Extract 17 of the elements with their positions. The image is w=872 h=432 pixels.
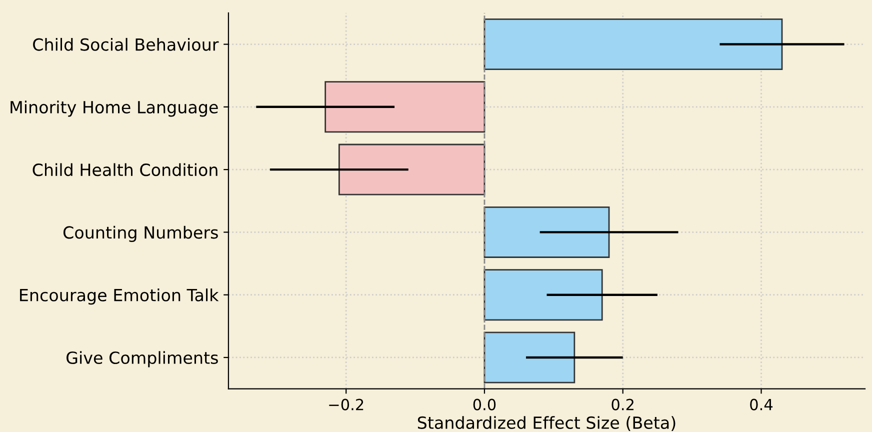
y-tick-label: Child Health Condition xyxy=(32,163,218,176)
y-tick-label: Encourage Emotion Talk xyxy=(20,288,219,305)
bar xyxy=(338,144,486,196)
bar xyxy=(484,269,603,321)
x-tick-label: 0.2 xyxy=(612,398,634,410)
x-tick-label: 0.4 xyxy=(750,398,773,410)
bar xyxy=(324,81,486,133)
x-tick-label: 0.0 xyxy=(473,398,496,410)
x-axis-title: Standardized Effect Size (Beta) xyxy=(418,416,676,431)
y-tick-label: Give Compliments xyxy=(66,351,218,368)
x-tick-label: −0.2 xyxy=(329,398,364,410)
y-tick-label: Minority Home Language xyxy=(10,100,218,117)
bar xyxy=(484,206,610,258)
y-tick-label: Child Social Behaviour xyxy=(33,38,219,51)
y-tick-label: Counting Numbers xyxy=(63,226,218,242)
bar xyxy=(484,18,783,70)
bar xyxy=(484,332,576,384)
